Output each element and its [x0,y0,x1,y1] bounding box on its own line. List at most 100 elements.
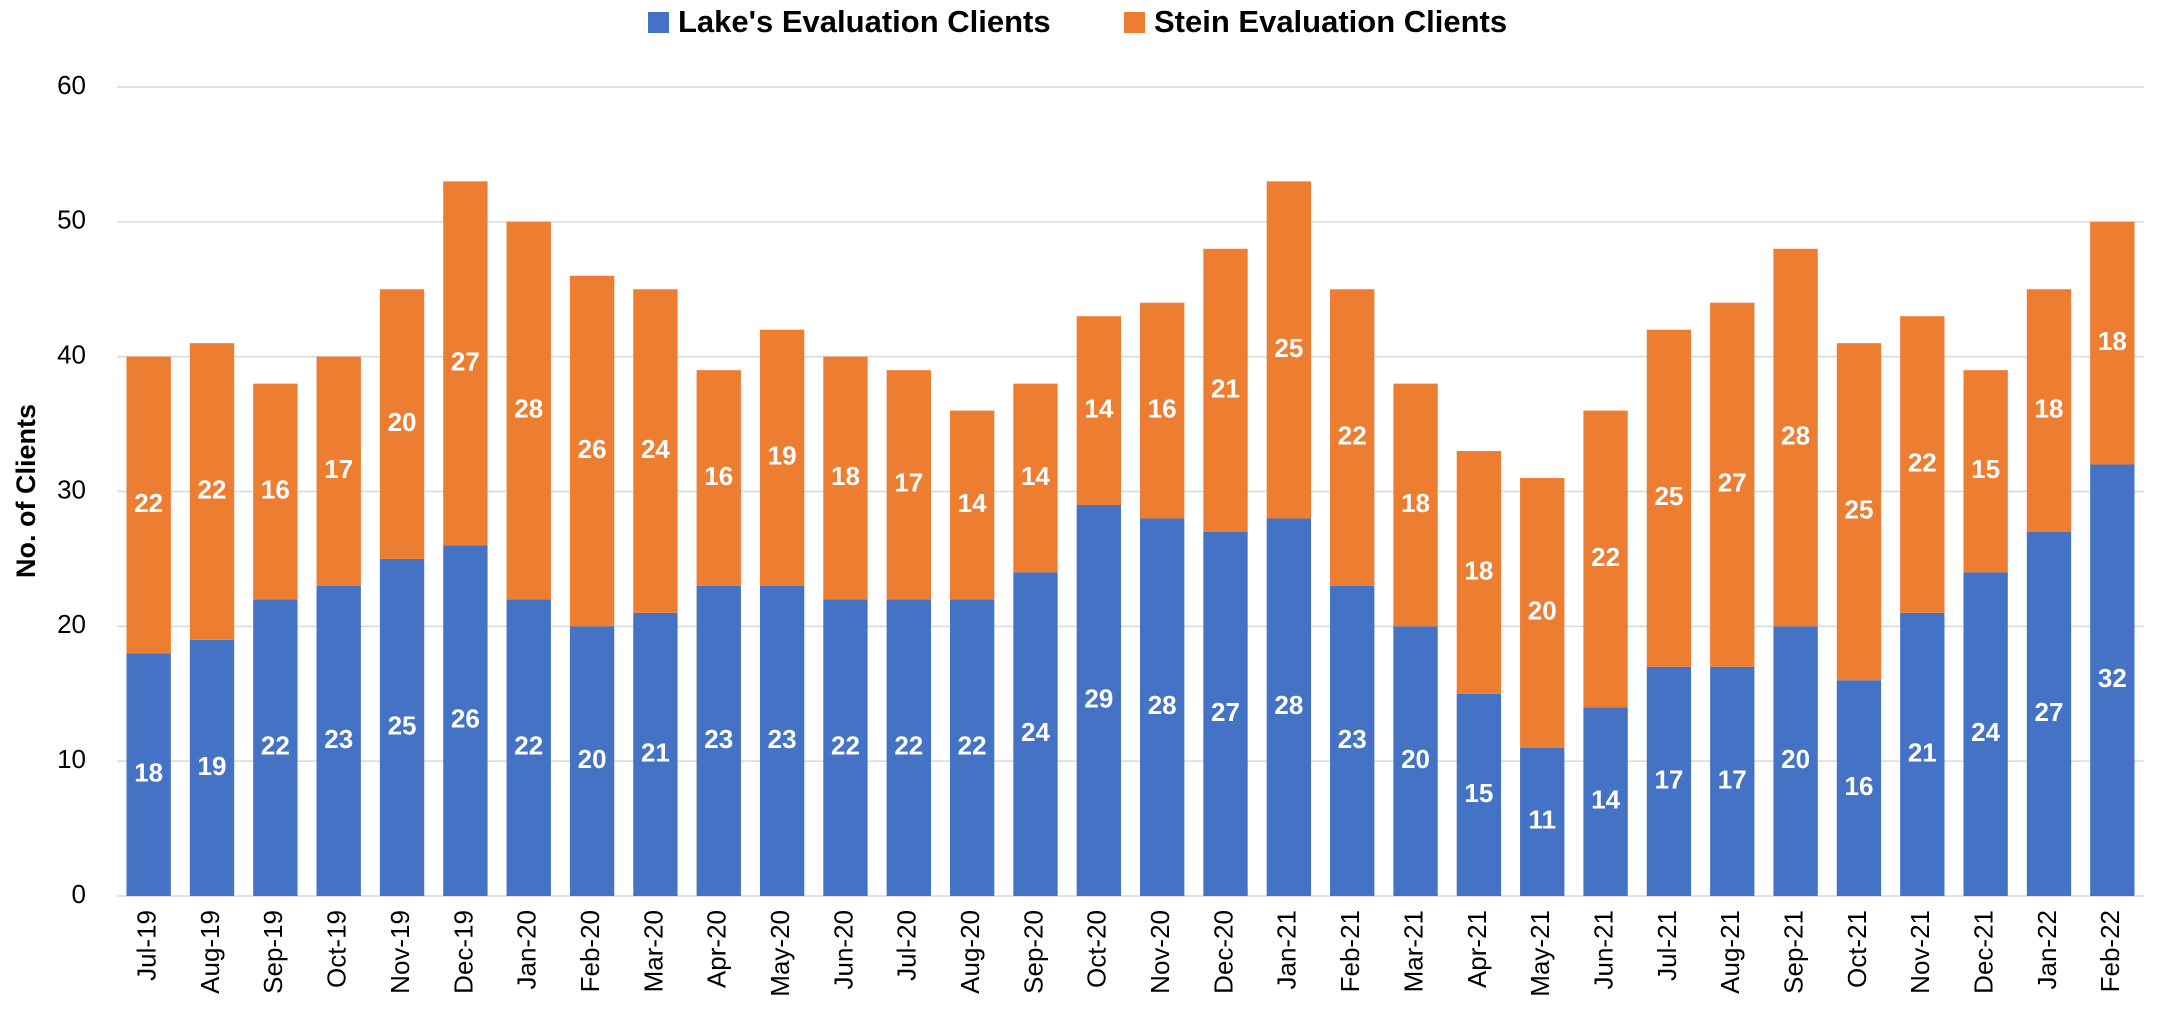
data-label: 14 [1021,461,1050,491]
data-label: 26 [578,434,607,464]
bar-segment [379,289,425,559]
bar-segment [316,356,361,586]
x-tick-label: May-20 [765,910,795,997]
bar-segment [506,221,551,600]
bar-segment [1836,343,1882,681]
data-label: 14 [958,488,987,518]
x-tick-label: Mar-21 [1398,910,1428,992]
bar-segment [1583,410,1628,708]
bar-segment [1393,626,1438,896]
x-tick-label: Feb-22 [2095,910,2125,992]
x-tick-label: Jan-21 [1272,910,1302,990]
bar-segment [1140,302,1185,519]
data-label: 22 [134,488,163,518]
x-tick-label: Apr-21 [1462,910,1492,988]
data-label: 20 [388,407,417,437]
data-label: 23 [1338,724,1367,754]
bar-segment [1520,478,1565,748]
data-label: 22 [894,731,923,761]
data-label: 11 [1528,805,1556,835]
y-tick-label: 50 [57,205,86,235]
data-label: 17 [1718,764,1747,794]
bar-segment [1013,383,1058,573]
bar-segment [949,410,995,600]
legend-swatch [1124,12,1145,33]
bar-segment [253,599,298,896]
data-label: 27 [1718,468,1747,498]
x-tick-label: Sep-21 [1778,910,1808,994]
x-tick-label: Oct-20 [1082,910,1112,988]
x-tick-label: Feb-20 [575,910,605,992]
x-tick-label: Jul-20 [892,910,922,981]
data-label: 18 [1464,555,1493,585]
data-label: 23 [704,724,733,754]
bar-segment [1393,383,1438,627]
x-tick-label: Jun-20 [828,910,858,990]
x-tick-label: Jan-20 [512,910,542,990]
bar-segment [823,599,868,896]
data-label: 23 [768,724,797,754]
bar-segment [633,612,678,896]
data-label: 21 [1211,373,1240,403]
data-label: 24 [1971,717,2000,747]
data-label: 20 [1401,744,1430,774]
data-label: 29 [1084,683,1113,713]
data-label: 18 [831,461,860,491]
data-label: 19 [198,751,227,781]
bar-segment [886,370,931,600]
y-tick-label: 20 [57,609,86,639]
legend-swatch [648,12,669,33]
data-label: 24 [641,434,670,464]
data-label: 22 [831,731,860,761]
bar-segment [1076,504,1121,896]
data-label: 20 [1528,596,1557,626]
data-label: 16 [704,461,733,491]
data-label: 17 [324,454,353,484]
data-label: 15 [1971,454,2000,484]
bar-segment [1710,302,1755,667]
bar-segment [823,356,868,600]
bar-segment [1520,747,1565,896]
data-label: 14 [1084,393,1113,423]
data-label: 24 [1021,717,1050,747]
bar-segment [1456,693,1502,896]
bar-segment [126,356,171,654]
data-label: 25 [1654,481,1683,511]
data-label: 17 [1654,764,1683,794]
bar-segment [1330,289,1375,586]
x-tick-label: Jun-21 [1588,910,1618,990]
y-axis-title: No. of Clients [11,404,41,578]
data-label: 28 [1781,420,1810,450]
x-tick-label: Dec-21 [1969,910,1999,994]
x-tick-label: Jul-19 [132,910,162,981]
data-label: 27 [2035,697,2064,727]
bar-segment [1583,707,1628,896]
bar-segment [1203,248,1248,532]
data-label: 22 [1338,420,1367,450]
bar-segment [696,370,741,586]
bar-segment [2026,531,2072,896]
data-label: 23 [324,724,353,754]
bar-segment [759,329,805,586]
x-tick-label: Aug-19 [195,910,225,994]
y-tick-label: 30 [57,474,86,504]
bar-segment [569,626,615,896]
data-label: 22 [1591,542,1620,572]
bar-segment [443,545,488,896]
bar-segment [1646,329,1692,667]
bar-segment [886,599,931,896]
bar-segment [253,383,298,600]
bar-segment [379,558,425,896]
data-label: 20 [578,744,607,774]
x-tick-label: Oct-19 [322,910,352,988]
y-tick-label: 60 [57,70,86,100]
x-tick-label: Dec-19 [448,910,478,994]
bar-segment [1963,572,2008,896]
bar-segment [1456,451,1502,694]
data-label: 28 [1148,690,1177,720]
bar-segment [1076,316,1121,505]
data-label: 16 [1148,393,1177,423]
bar-segment [1140,518,1185,896]
x-tick-label: Sep-20 [1018,910,1048,994]
